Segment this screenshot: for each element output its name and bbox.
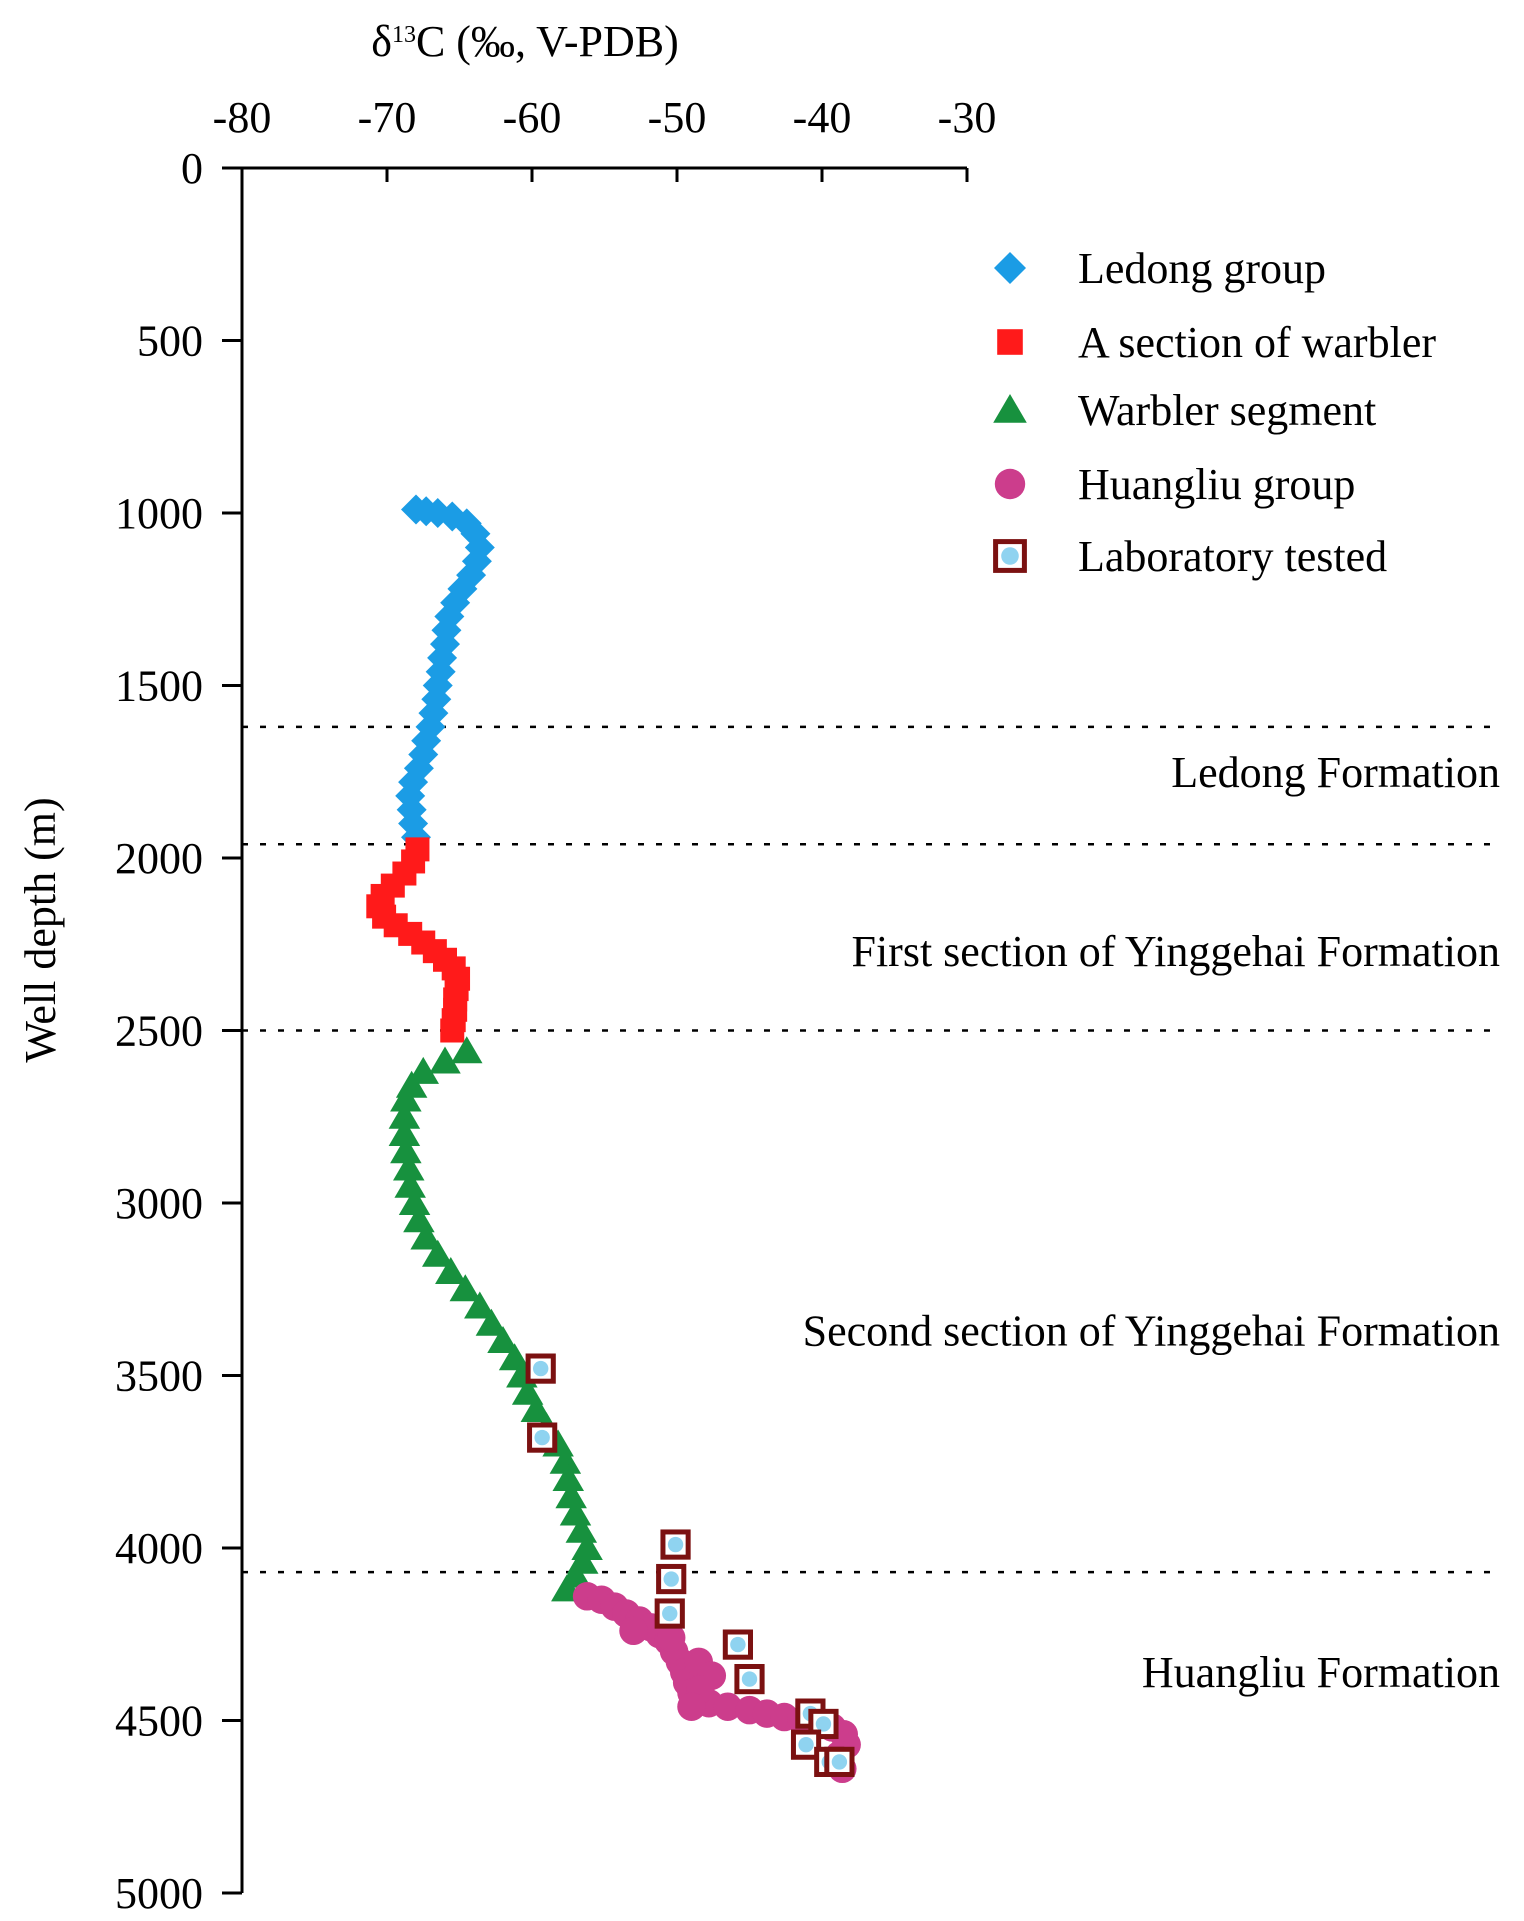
- series-a-section-of-warbler: [366, 837, 471, 1043]
- data-point: [656, 1563, 687, 1595]
- legend-label: Laboratory tested: [1078, 532, 1387, 581]
- data-point: [549, 1446, 582, 1474]
- x-tick-label: -80: [213, 93, 272, 142]
- data-point: [451, 1036, 483, 1064]
- y-tick-label: 1000: [115, 489, 203, 538]
- legend-marker: [993, 394, 1027, 423]
- y-tick-label: 0: [181, 144, 203, 193]
- x-tick-label: -60: [503, 93, 562, 142]
- y-axis-title: Well depth (m): [16, 797, 65, 1062]
- x-tick-label: -50: [648, 93, 707, 142]
- data-point: [559, 1498, 592, 1526]
- data-point: [808, 1708, 839, 1740]
- legend-marker: [993, 539, 1027, 573]
- formation-label: Ledong Formation: [1171, 748, 1500, 797]
- legend: Ledong group A section of warbler Warbler …: [993, 244, 1436, 581]
- x-tick-label: -30: [938, 93, 997, 142]
- data-point: [790, 1729, 822, 1760]
- series-warbler-segment: [388, 1036, 603, 1602]
- x-tick-label: -40: [793, 93, 852, 142]
- data-point: [388, 1119, 421, 1146]
- axes: -80 -70 -60 -50 -40 -30 0 500 1000 1500 2000 2500 30…: [115, 93, 996, 1918]
- legend-label: Huangliu group: [1078, 460, 1355, 509]
- y-tick-label: 5000: [115, 1869, 203, 1918]
- legend-marker: [994, 252, 1026, 284]
- data-point: [619, 1616, 648, 1646]
- data-point: [422, 1239, 454, 1267]
- y-tick-label: 3500: [115, 1352, 203, 1401]
- data-point: [464, 1291, 496, 1319]
- formation-label: Second section of Yinggehai Formation: [803, 1307, 1500, 1356]
- data-point: [449, 1274, 482, 1302]
- data-point: [440, 1018, 465, 1043]
- y-tick-label: 2000: [115, 834, 203, 883]
- series-ledong-group: [395, 494, 495, 853]
- x-axis-title-delta: δ: [371, 17, 392, 66]
- data-point: [398, 1188, 431, 1215]
- data-point: [660, 1529, 691, 1560]
- x-axis-title: δ13C (‰, V-PDB): [371, 17, 679, 66]
- x-axis-title-sup: 13: [392, 22, 416, 48]
- data-point: [555, 1481, 587, 1509]
- data-point: [520, 1395, 553, 1422]
- data-point: [552, 1464, 584, 1491]
- data-point: [656, 1623, 686, 1652]
- legend-label: Ledong group: [1078, 244, 1326, 293]
- data-point: [435, 1257, 467, 1284]
- y-tick-label: 2500: [115, 1007, 203, 1056]
- data-point: [824, 1746, 855, 1778]
- y-tick-label: 500: [137, 317, 203, 366]
- data-point: [388, 1101, 421, 1129]
- y-tick-label: 4000: [115, 1524, 203, 1573]
- data-point: [390, 1136, 422, 1164]
- x-axis-title-rest: C (‰, V-PDB): [416, 17, 679, 66]
- formation-boundaries: Ledong Formation First section of Yinggeh…: [242, 725, 1500, 1697]
- y-tick-label: 3000: [115, 1179, 203, 1228]
- data-point: [525, 1353, 556, 1384]
- data-point: [713, 1692, 742, 1721]
- data-point: [677, 1692, 706, 1721]
- series-laboratory-tested: [525, 1353, 855, 1778]
- data-point: [722, 1629, 753, 1660]
- x-tick-label: -70: [358, 93, 417, 142]
- y-tick-label: 1500: [115, 662, 203, 711]
- legend-label: A section of warbler: [1078, 318, 1436, 367]
- data-point: [487, 1326, 519, 1353]
- legend-marker: [997, 329, 1023, 355]
- data-point: [393, 1153, 425, 1181]
- formation-label: Huangliu Formation: [1142, 1648, 1500, 1697]
- data-point: [390, 1084, 422, 1112]
- data-point: [654, 1598, 685, 1629]
- data-point: [410, 1222, 442, 1250]
- data-points: [366, 494, 861, 1784]
- data-point: [734, 1664, 765, 1695]
- data-point: [429, 1046, 461, 1074]
- data-point: [527, 1422, 558, 1453]
- y-tick-label: 4500: [115, 1697, 203, 1746]
- data-point: [565, 1515, 598, 1543]
- legend-marker: [994, 468, 1026, 500]
- data-point: [394, 1170, 426, 1198]
- legend-label: Warbler segment: [1078, 386, 1376, 435]
- data-point: [475, 1308, 508, 1336]
- formation-label: First section of Yinggehai Formation: [851, 927, 1500, 976]
